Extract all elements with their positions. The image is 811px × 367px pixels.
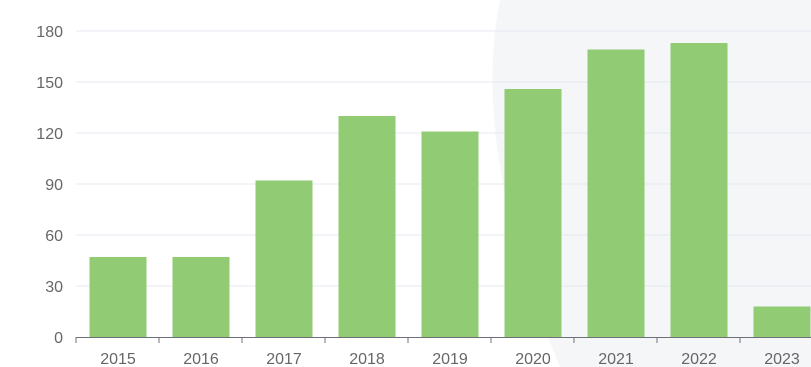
bar-2021 [587,49,645,337]
y-tick-label: 30 [45,279,63,296]
bar-2020 [504,88,562,337]
bar-2017 [255,180,313,337]
bar-2018 [338,116,396,337]
bar-2023 [753,306,811,337]
x-tick-label: 2020 [515,351,551,367]
x-tick-label: 2015 [100,351,136,367]
bar-2019 [421,131,479,337]
bar-2016 [172,257,230,337]
x-tick-label: 2019 [432,351,468,367]
x-tick-label: 2022 [681,351,717,367]
y-tick-label: 60 [45,228,63,245]
x-tick-label: 2018 [349,351,385,367]
bar-2015 [89,257,147,337]
y-tick-label: 0 [54,330,63,347]
y-tick-label: 90 [45,177,63,194]
x-tick-label: 2021 [598,351,634,367]
x-tick-label: 2017 [266,351,302,367]
x-axis-tick-labels: 2015 2016 2017 2018 2019 2020 2021 2022 2023 [100,351,800,367]
y-axis-tick-labels: 0 30 60 90 120 150 180 [36,24,63,347]
y-tick-label: 120 [36,126,63,143]
bars [89,42,811,338]
x-tick-label: 2023 [764,351,800,367]
x-axis [75,337,811,343]
bar-2022 [670,42,728,338]
y-tick-label: 150 [36,75,63,92]
x-tick-label: 2016 [183,351,219,367]
y-tick-label: 180 [36,24,63,41]
